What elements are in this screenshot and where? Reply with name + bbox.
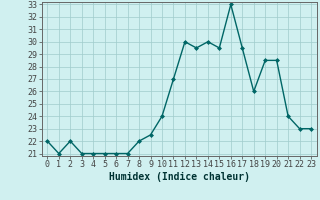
X-axis label: Humidex (Indice chaleur): Humidex (Indice chaleur) — [109, 172, 250, 182]
